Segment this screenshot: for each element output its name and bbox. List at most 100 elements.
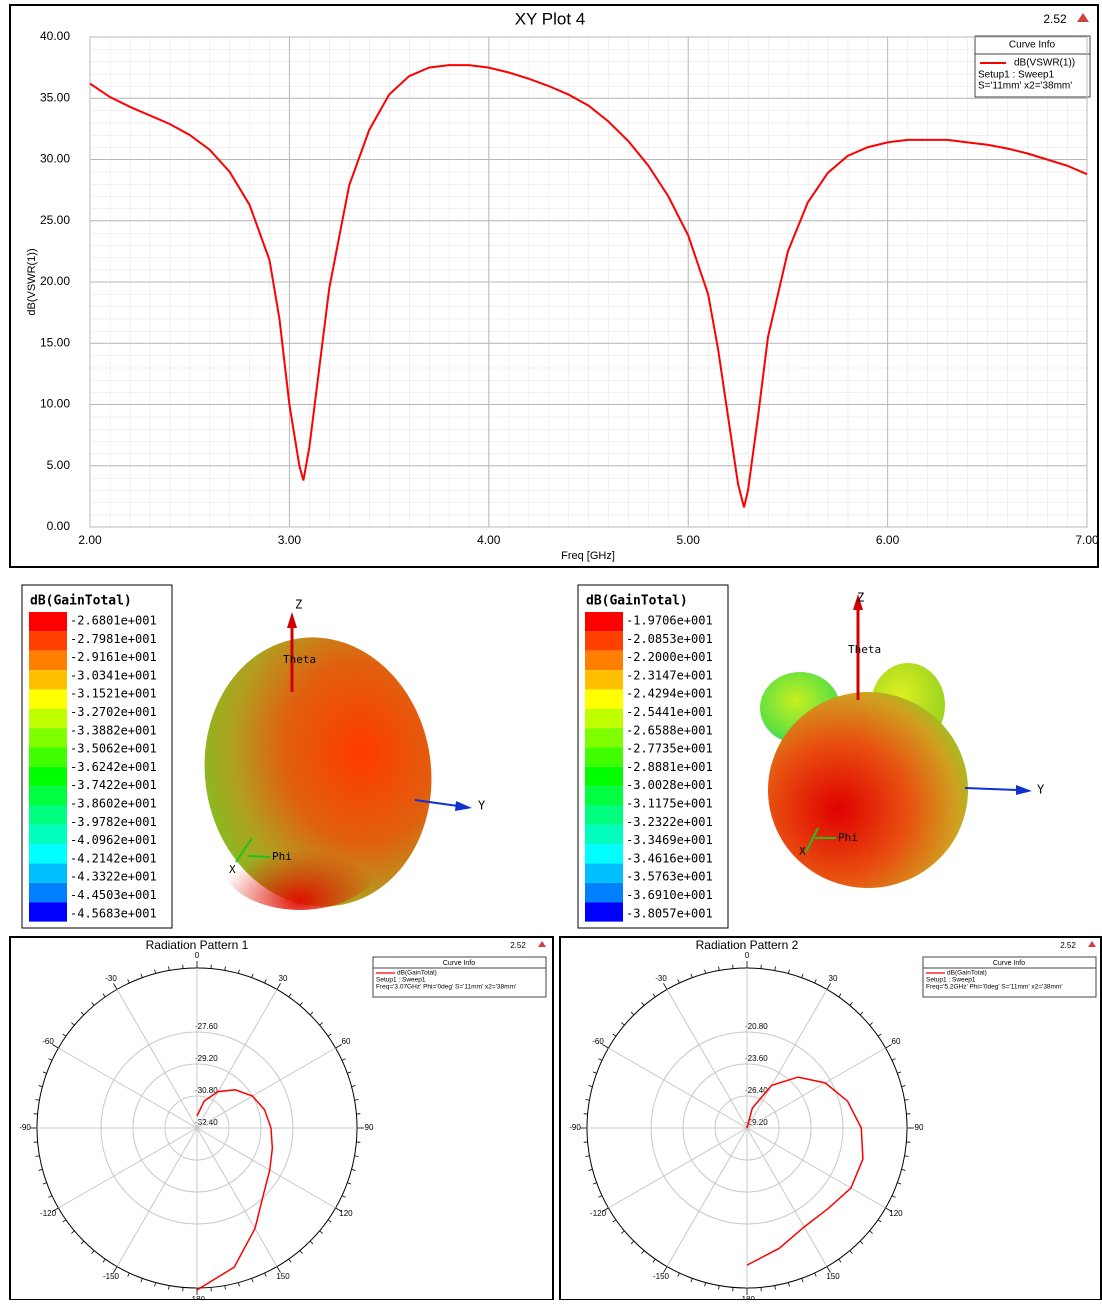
minor-tick	[155, 1283, 156, 1287]
minor-tick	[892, 1196, 896, 1198]
theta-tick-label: 90	[915, 1123, 924, 1132]
colorbar-swatch	[585, 670, 623, 689]
r-tick-label: -27.60	[195, 1022, 218, 1031]
colorbar-label: -2.6801e+001	[70, 614, 157, 628]
colorbar-swatch	[585, 786, 623, 805]
axis-label: Theta	[283, 653, 316, 666]
legend-variables: S='11mm' x2='38mm'	[978, 81, 1072, 92]
legend-entry: dB(GainTotal)	[397, 970, 437, 977]
minor-tick	[155, 970, 156, 974]
colorbar-label: -4.4503e+001	[70, 888, 157, 902]
theta-tick-label: -150	[653, 1272, 670, 1281]
minor-tick	[310, 1012, 313, 1015]
minor-tick	[92, 1002, 95, 1005]
series-line	[747, 1077, 863, 1265]
version: 2.52	[1043, 12, 1067, 26]
minor-tick	[328, 1034, 331, 1036]
minor-tick	[300, 1002, 303, 1005]
theta-tick-label: -30	[655, 974, 667, 983]
minor-tick	[860, 1241, 863, 1244]
axis-label: Z	[857, 591, 864, 605]
minor-tick	[103, 1259, 105, 1262]
figure: XY Plot 4 2.52 Freq [GHz] dB(VSWR(1)) Cu…	[0, 0, 1102, 1300]
theta-tick-label: 60	[892, 1037, 901, 1046]
colorbar-swatch	[29, 728, 67, 747]
minor-tick	[252, 1278, 253, 1282]
version: 2.52	[510, 941, 526, 950]
grid-spoke	[117, 989, 197, 1128]
page: XY Plot 4 2.52 Freq [GHz] dB(VSWR(1)) Cu…	[0, 0, 1102, 1300]
minor-tick	[63, 1034, 66, 1036]
theta-tick-label: -180	[189, 1295, 206, 1300]
arrow	[287, 612, 297, 628]
colorbar-label: -4.0962e+001	[70, 833, 157, 847]
polar-chart: Radiation Pattern 22.52-29.20-26.40-23.6…	[569, 938, 1096, 1300]
minor-tick	[850, 1002, 853, 1005]
minor-tick	[878, 1034, 881, 1036]
minor-tick	[602, 1045, 608, 1049]
colorbar-swatch	[29, 631, 67, 650]
minor-tick	[238, 970, 239, 974]
colorbar-label: -2.9161e+001	[70, 650, 157, 664]
minor-tick	[265, 979, 267, 983]
minor-tick	[905, 1156, 909, 1157]
minor-tick	[225, 1286, 226, 1290]
grid-spoke	[747, 1128, 886, 1208]
minor-tick	[775, 1286, 776, 1290]
y-tick-label: 25.00	[40, 213, 70, 227]
grid-spoke	[608, 1048, 747, 1128]
y-tick-label: 10.00	[40, 397, 70, 411]
x-tick-label: 4.00	[477, 533, 501, 547]
colorbar-swatch	[29, 767, 67, 786]
colorbar-swatch	[585, 844, 623, 863]
minor-tick	[897, 1072, 901, 1073]
y-tick-label: 0.00	[47, 519, 71, 533]
minor-tick	[352, 1086, 356, 1087]
minor-tick	[589, 1169, 593, 1170]
gain-plot: dB(GainTotal) Z Theta Y Phi X -1.9706e+0…	[578, 585, 1045, 928]
minor-tick	[621, 1023, 624, 1026]
colorbar-label: -3.1175e+001	[626, 797, 713, 811]
axis-label: X	[799, 845, 806, 858]
y-tick-label: 20.00	[40, 274, 70, 288]
colorbar-label: -2.7735e+001	[626, 742, 713, 756]
arrow	[1016, 785, 1032, 795]
colorbar-swatch	[29, 864, 67, 883]
minor-tick	[705, 1283, 706, 1287]
colorbar-label: -3.5062e+001	[70, 742, 157, 756]
minor-tick	[289, 1259, 291, 1262]
minor-tick	[35, 1156, 39, 1157]
colorbar-swatch	[585, 806, 623, 825]
minor-tick	[141, 974, 142, 978]
r-tick-label: -20.80	[745, 1022, 768, 1031]
minor-tick	[355, 1156, 359, 1157]
minor-tick	[802, 974, 803, 978]
icon	[1088, 941, 1096, 947]
minor-tick	[289, 994, 291, 997]
minor-tick	[613, 1034, 616, 1036]
minor-tick	[71, 1231, 74, 1234]
axis-label: Y	[478, 799, 486, 813]
minor-tick	[870, 1231, 873, 1234]
colorbar-swatch	[29, 786, 67, 805]
minor-tick	[719, 1286, 720, 1290]
minor-tick	[902, 1169, 906, 1170]
minor-tick	[92, 1251, 95, 1254]
polar-chart: Radiation Pattern 12.52-32.40-30.80-29.2…	[19, 938, 546, 1300]
arrow	[455, 801, 472, 811]
minor-tick	[39, 1169, 43, 1170]
colorbar-label: -2.0853e+001	[626, 632, 713, 646]
minor-tick	[691, 974, 692, 978]
legend-variables: Freq='3.07GHz' Phi='0deg' S='11mm' x2='3…	[376, 984, 516, 991]
colorbar-label: -3.3882e+001	[70, 723, 157, 737]
minor-tick	[63, 1220, 66, 1222]
x-tick-label: 2.00	[78, 533, 102, 547]
colorbar-label: -1.9706e+001	[626, 614, 713, 628]
theta-tick-label: 30	[829, 974, 838, 983]
minor-tick	[905, 1100, 909, 1101]
colorbar-label: -3.3469e+001	[626, 833, 713, 847]
colorbar-swatch	[585, 767, 623, 786]
minor-tick	[613, 1220, 616, 1222]
minor-tick	[277, 983, 281, 989]
theta-tick-label: 150	[276, 1272, 290, 1281]
